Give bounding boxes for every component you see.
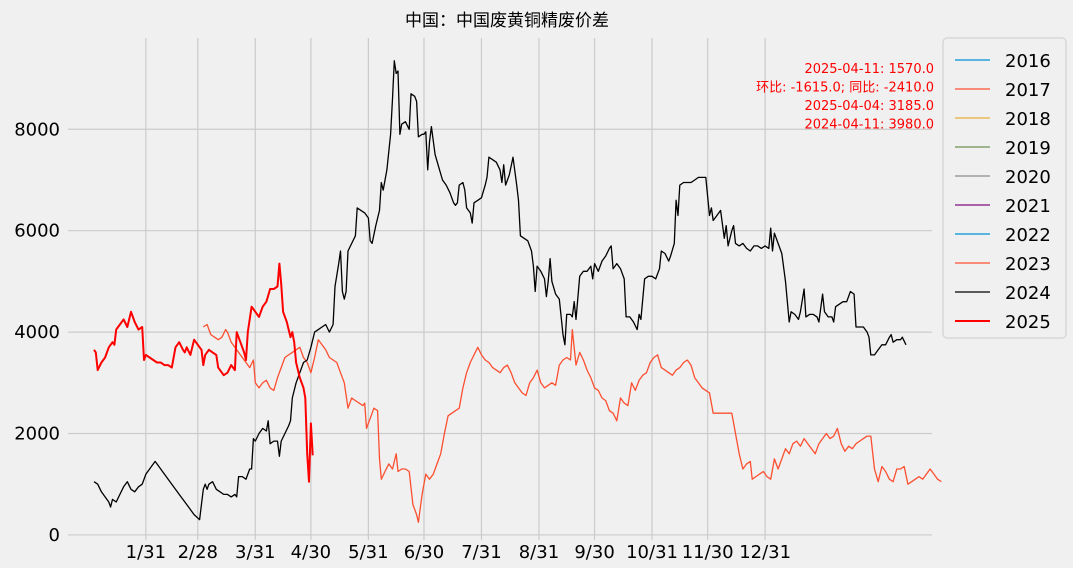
legend-label: 2017 bbox=[1005, 80, 1051, 101]
series-line-2023 bbox=[202, 323, 942, 523]
y-tick-label: 0 bbox=[49, 525, 60, 546]
chart-title: 中国：中国废黄铜精废价差 bbox=[405, 11, 609, 31]
x-tick-label: 12/31 bbox=[739, 542, 791, 563]
x-tick-label: 3/31 bbox=[235, 542, 275, 563]
x-tick-label: 1/31 bbox=[126, 542, 166, 563]
legend-label: 2020 bbox=[1005, 167, 1051, 188]
y-tick-label: 4000 bbox=[14, 322, 60, 343]
x-tick-label: 8/31 bbox=[519, 542, 559, 563]
x-tick-label: 10/31 bbox=[626, 542, 678, 563]
annotation-line: 2025-04-11: 1570.0 bbox=[804, 62, 934, 77]
x-tick-label: 4/30 bbox=[291, 542, 331, 563]
y-tick-label: 6000 bbox=[14, 221, 60, 242]
legend-label: 2024 bbox=[1005, 283, 1051, 304]
legend-label: 2016 bbox=[1005, 51, 1051, 72]
series-layer bbox=[93, 60, 942, 523]
annotation-line: 2025-04-04: 3185.0 bbox=[804, 99, 934, 114]
legend-label: 2023 bbox=[1005, 254, 1051, 275]
series-line-2025 bbox=[93, 262, 314, 483]
x-tick-label: 6/30 bbox=[404, 542, 444, 563]
legend-label: 2018 bbox=[1005, 109, 1051, 130]
legend-label: 2022 bbox=[1005, 225, 1051, 246]
y-tick-label: 2000 bbox=[14, 424, 60, 445]
y-tick-label: 8000 bbox=[14, 119, 60, 140]
annotation-line: 2024-04-11: 3980.0 bbox=[804, 118, 934, 133]
legend-label: 2025 bbox=[1005, 312, 1051, 333]
axis-labels: 0 2000 4000 6000 8000 1/31 2/28 3/31 4/30 5/31 6/3… bbox=[14, 119, 791, 563]
series-line-2024 bbox=[93, 60, 907, 521]
x-tick-label: 2/28 bbox=[178, 542, 218, 563]
x-tick-label: 7/31 bbox=[461, 542, 501, 563]
x-tick-label: 11/30 bbox=[682, 542, 734, 563]
legend-label: 2019 bbox=[1005, 138, 1051, 159]
x-tick-label: 5/31 bbox=[348, 542, 388, 563]
grid bbox=[68, 38, 932, 540]
legend: 2016 2017 2018 2019 2020 2021 2022 2023 2024 2025 bbox=[942, 37, 1067, 339]
x-tick-label: 9/30 bbox=[574, 542, 614, 563]
legend-label: 2021 bbox=[1005, 196, 1051, 217]
annotation-line: 环比: -1615.0; 同比: -2410.0 bbox=[756, 81, 934, 96]
annotation: 2025-04-11: 1570.0 环比: -1615.0; 同比: -2410… bbox=[756, 62, 934, 133]
